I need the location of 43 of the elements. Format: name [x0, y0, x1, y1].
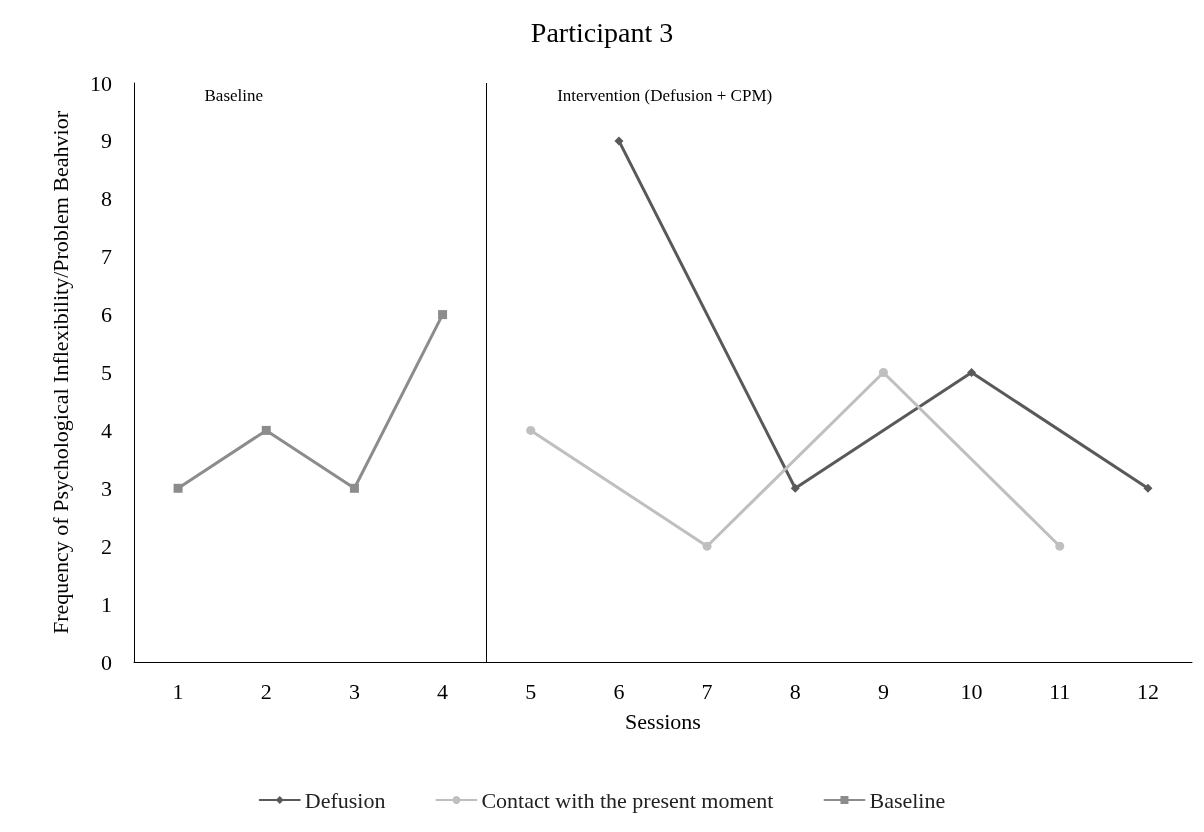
- x-tick-label: 5: [525, 678, 537, 704]
- x-tick-label: 12: [1136, 678, 1159, 704]
- y-tick-label: 8: [101, 186, 112, 212]
- y-tick-label: 4: [101, 417, 112, 443]
- point: [261, 425, 271, 435]
- point: [526, 425, 536, 435]
- point: [702, 541, 712, 551]
- y-axis-title: Frequency of Psychological Inflexibility/Problem Beahvior: [47, 110, 73, 635]
- x-tick-label: 2: [260, 678, 272, 704]
- y-tick-label: 7: [101, 244, 112, 270]
- point: [790, 483, 800, 493]
- chart-title: Participant 3: [530, 16, 674, 48]
- legend-label: Baseline: [869, 787, 946, 813]
- x-tick-label: 4: [437, 678, 449, 704]
- y-tick-label: 6: [101, 302, 112, 328]
- annotation: Intervention (Defusion + CPM): [557, 85, 773, 105]
- y-tick-label: 1: [101, 591, 112, 617]
- x-tick-label: 3: [348, 678, 360, 704]
- legend-label: Contact with the present moment: [481, 787, 774, 813]
- y-tick-label: 10: [90, 70, 112, 96]
- point: [614, 136, 624, 146]
- point: [1143, 483, 1153, 493]
- point: [878, 368, 888, 377]
- x-tick-label: 7: [701, 678, 713, 704]
- point: [1055, 541, 1065, 551]
- legend-label: Defusion: [304, 787, 386, 813]
- x-axis-title: Sessions: [625, 708, 701, 734]
- x-tick-label: 6: [613, 678, 625, 704]
- x-tick-label: 8: [789, 678, 801, 704]
- point: [349, 483, 359, 493]
- point: [967, 368, 977, 377]
- x-tick-label: 11: [1049, 678, 1071, 704]
- y-tick-label: 9: [101, 128, 112, 154]
- annotation: Baseline: [204, 85, 264, 105]
- y-tick-label: 2: [101, 533, 112, 559]
- x-tick-label: 9: [877, 678, 889, 704]
- y-tick-label: 3: [101, 475, 112, 501]
- x-tick-label: 1: [172, 678, 184, 704]
- y-tick-label: 5: [101, 360, 112, 385]
- point: [173, 483, 183, 493]
- point: [438, 310, 448, 320]
- y-tick-label: 0: [101, 649, 112, 675]
- x-tick-label: 10: [960, 678, 983, 704]
